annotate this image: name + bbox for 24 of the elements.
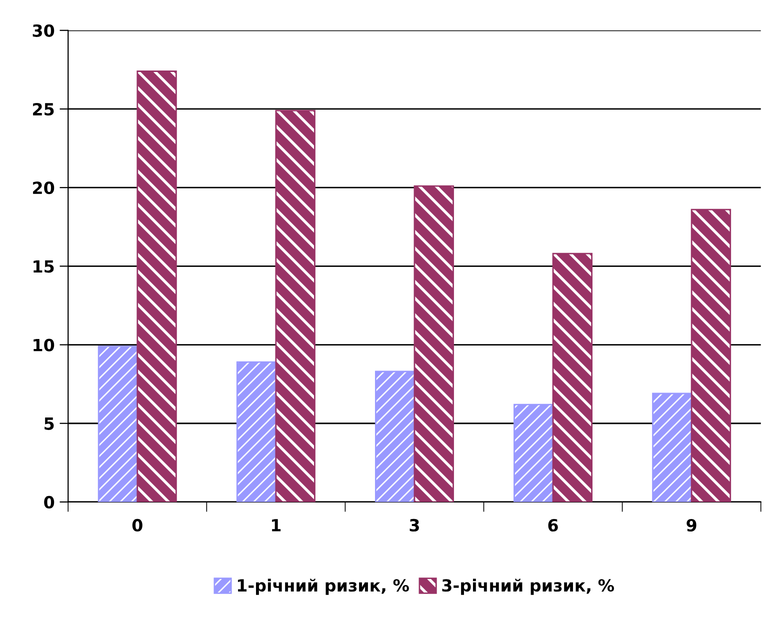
x-tick-label: 9 (686, 518, 696, 532)
bar (552, 252, 593, 502)
bar (652, 392, 692, 502)
bar (514, 404, 554, 502)
y-tick-label: 15 (34, 260, 54, 273)
y-tick-label: 25 (33, 102, 54, 116)
bar (236, 361, 277, 502)
y-tick-label: 5 (44, 418, 54, 430)
x-tick-label: 1 (272, 519, 281, 532)
legend-label: 1-річний ризик, % (238, 578, 409, 595)
y-tick-label: 10 (34, 338, 54, 352)
y-tick-label: 20 (33, 182, 54, 194)
bar (98, 346, 138, 502)
x-tick-label: 0 (132, 518, 142, 532)
bar (690, 208, 732, 502)
y-tick-label: 0 (44, 496, 54, 509)
bar (374, 370, 416, 502)
bar (136, 70, 177, 502)
x-tick-label: 3 (410, 518, 419, 532)
bar (275, 110, 316, 502)
bar (414, 185, 454, 502)
legend-label: 3-річний ризик, % (442, 578, 614, 595)
y-tick-label: 30 (32, 24, 54, 37)
x-tick-label: 6 (548, 518, 558, 532)
